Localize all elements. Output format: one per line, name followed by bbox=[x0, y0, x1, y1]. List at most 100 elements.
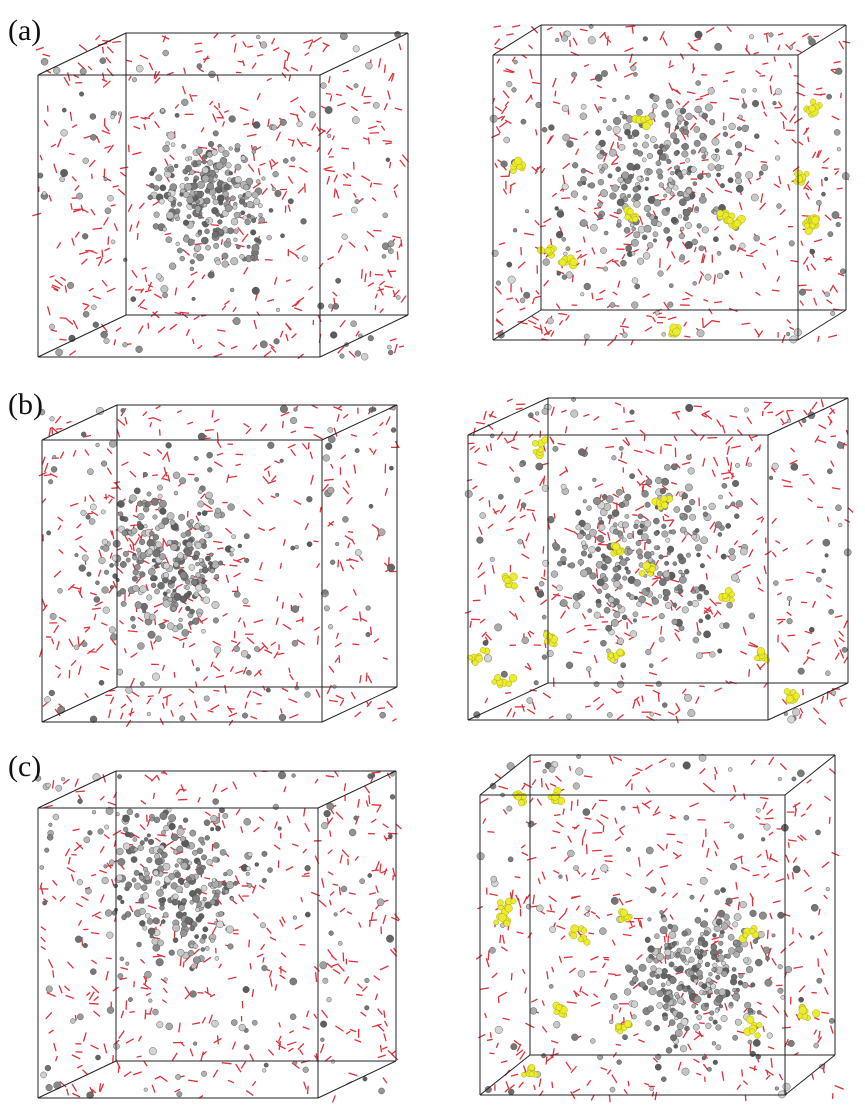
water-molecule bbox=[729, 415, 738, 418]
atom bbox=[588, 528, 597, 537]
atom bbox=[387, 246, 392, 251]
water-molecule bbox=[204, 428, 214, 432]
atom bbox=[134, 563, 141, 571]
water-molecule bbox=[528, 630, 535, 635]
water-molecule bbox=[376, 804, 382, 813]
yellow-atom bbox=[558, 258, 567, 267]
atom bbox=[388, 833, 393, 839]
water-molecule bbox=[620, 451, 623, 459]
water-molecule bbox=[270, 161, 279, 168]
atom bbox=[747, 1039, 753, 1045]
water-molecule bbox=[182, 961, 185, 968]
atom bbox=[692, 181, 698, 186]
water-molecule bbox=[654, 1091, 658, 1101]
water-molecule bbox=[153, 602, 163, 608]
water-molecule bbox=[237, 617, 242, 623]
water-molecule bbox=[661, 657, 668, 662]
box-edge bbox=[37, 1060, 117, 1099]
water-molecule bbox=[285, 279, 292, 282]
atom bbox=[196, 63, 203, 69]
atom bbox=[156, 1021, 164, 1029]
water-molecule bbox=[350, 433, 358, 437]
water-molecule bbox=[517, 261, 526, 269]
water-molecule bbox=[560, 935, 566, 941]
water-molecule bbox=[645, 449, 655, 455]
water-molecule bbox=[761, 865, 767, 868]
water-molecule bbox=[799, 834, 807, 841]
water-molecule bbox=[386, 772, 391, 779]
atom bbox=[728, 548, 736, 555]
water-molecule bbox=[606, 35, 609, 46]
water-molecule bbox=[831, 487, 841, 490]
water-molecule bbox=[664, 443, 672, 447]
water-molecule bbox=[472, 485, 478, 490]
water-molecule bbox=[82, 1032, 87, 1042]
atom bbox=[275, 307, 281, 312]
water-molecule bbox=[309, 64, 313, 72]
atom bbox=[712, 1019, 718, 1025]
water-molecule bbox=[344, 535, 353, 541]
atom bbox=[209, 552, 214, 557]
water-molecule bbox=[114, 482, 122, 491]
atom bbox=[162, 227, 167, 232]
atom bbox=[694, 206, 700, 211]
water-molecule bbox=[373, 182, 382, 185]
water-molecule bbox=[107, 864, 114, 867]
water-molecule bbox=[596, 522, 599, 529]
yellow-atom bbox=[541, 436, 549, 444]
atom bbox=[670, 762, 676, 768]
water-molecule bbox=[673, 435, 678, 442]
atom bbox=[45, 782, 51, 788]
atom bbox=[104, 207, 112, 215]
water-molecule bbox=[811, 401, 818, 410]
atom bbox=[237, 543, 242, 549]
atom bbox=[131, 575, 138, 582]
atom bbox=[174, 871, 181, 879]
water-molecule bbox=[759, 1012, 768, 1019]
water-molecule bbox=[514, 875, 521, 879]
water-molecule bbox=[385, 142, 392, 145]
water-molecule bbox=[58, 549, 64, 554]
water-molecule bbox=[599, 96, 606, 99]
water-molecule bbox=[556, 925, 566, 930]
atom bbox=[105, 806, 114, 815]
atom bbox=[99, 57, 107, 65]
atom bbox=[830, 310, 836, 316]
atom bbox=[189, 925, 195, 932]
atom bbox=[364, 977, 370, 984]
water-molecule bbox=[106, 46, 114, 54]
atom bbox=[644, 133, 650, 139]
atom bbox=[561, 104, 569, 112]
atom bbox=[732, 992, 741, 1001]
water-molecule bbox=[533, 325, 543, 331]
atom bbox=[200, 884, 208, 892]
atom bbox=[490, 875, 498, 883]
water-molecule bbox=[41, 598, 47, 608]
water-molecule bbox=[242, 41, 247, 48]
atom bbox=[365, 605, 371, 611]
atom bbox=[247, 851, 253, 857]
water-molecule bbox=[87, 65, 93, 71]
atom bbox=[149, 530, 155, 537]
water-molecule bbox=[319, 1043, 325, 1054]
water-molecule bbox=[500, 946, 508, 952]
atom bbox=[631, 251, 636, 256]
atom bbox=[190, 963, 197, 970]
water-molecule bbox=[101, 130, 111, 135]
water-molecule bbox=[132, 1071, 143, 1076]
water-molecule bbox=[59, 895, 66, 902]
atom bbox=[233, 211, 241, 219]
water-molecule bbox=[702, 458, 706, 467]
atom bbox=[765, 956, 770, 961]
atom bbox=[308, 111, 316, 119]
atom bbox=[112, 573, 118, 579]
water-molecule bbox=[377, 707, 385, 710]
atom bbox=[162, 292, 168, 299]
water-molecule bbox=[327, 849, 333, 855]
water-molecule bbox=[296, 138, 304, 147]
water-molecule bbox=[392, 289, 396, 298]
water-molecule bbox=[379, 863, 382, 873]
atom bbox=[80, 431, 87, 438]
box-edge bbox=[317, 1060, 397, 1099]
